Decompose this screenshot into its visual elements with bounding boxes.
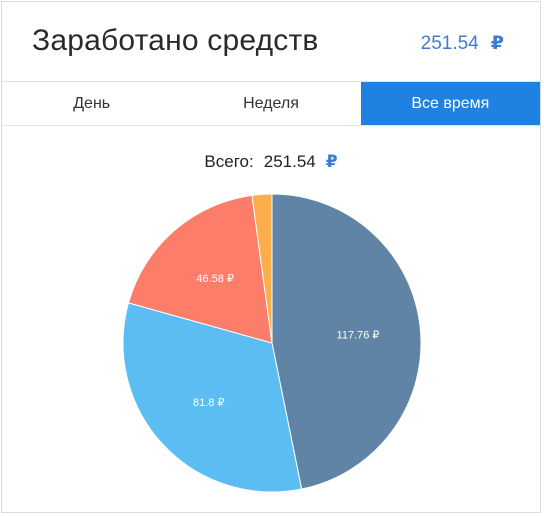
pie-slice-0[interactable] — [271, 193, 422, 490]
total-summary: Всего: 251.54 ₽ — [2, 152, 540, 172]
earnings-pie-chart: 117.76 ₽ 81.8 ₽ 46.58 ₽ — [122, 193, 422, 493]
pie-slice-label-2: 46.58 ₽ — [196, 273, 234, 285]
tab-all-time[interactable]: Все время — [360, 82, 540, 125]
summary-currency-icon: ₽ — [325, 152, 338, 171]
pie-slice-label-0: 117.76 ₽ — [337, 329, 380, 341]
header-total-value: 251.54 — [420, 33, 479, 54]
summary-value: 251.54 — [263, 152, 316, 171]
period-tabs: День Неделя Все время — [2, 82, 540, 126]
tab-day[interactable]: День — [73, 94, 111, 112]
card-header: Заработано средств 251.54 ₽ — [2, 2, 540, 82]
ruble-icon: ₽ — [490, 33, 504, 54]
pie-slice-label-1: 81.8 ₽ — [193, 397, 224, 409]
pie-slice-2[interactable] — [127, 194, 273, 344]
tab-week[interactable]: Неделя — [243, 94, 299, 112]
summary-label: Всего: — [204, 152, 254, 171]
pie-slice-1[interactable] — [122, 302, 303, 493]
pie-slice-3[interactable] — [251, 193, 273, 344]
card-title: Заработано средств — [32, 24, 319, 57]
header-total: 251.54 ₽ — [421, 32, 504, 55]
